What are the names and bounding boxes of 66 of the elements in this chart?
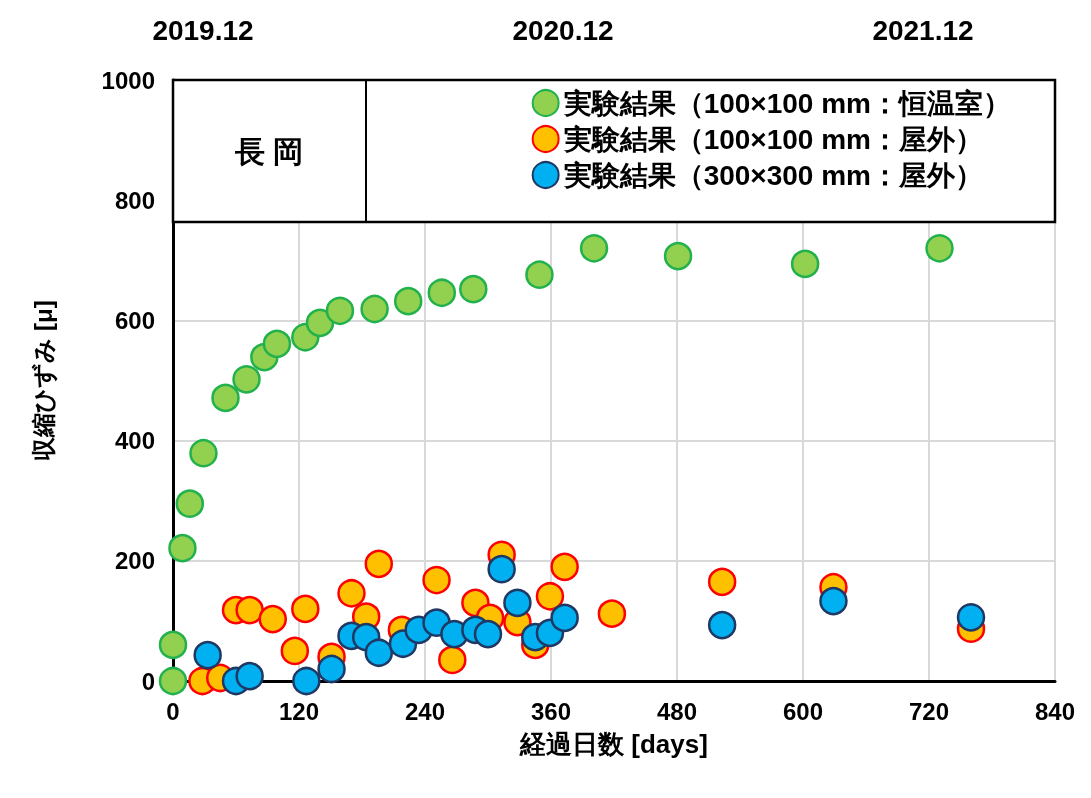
point <box>291 594 320 624</box>
y-axis-title: 収縮ひずみ [μ] <box>29 300 58 461</box>
point <box>211 383 240 413</box>
y-tick-label: 0 <box>141 667 155 695</box>
x-tick-label: 0 <box>166 697 180 725</box>
point <box>579 234 609 263</box>
point <box>550 603 579 633</box>
point <box>550 552 579 582</box>
y-tick-label: 1000 <box>101 66 155 94</box>
legend-label: 実験結果（100×100 mm：恒温室） <box>562 87 1011 119</box>
point <box>956 603 986 632</box>
point <box>364 549 394 579</box>
x-tick-label: 360 <box>530 697 572 725</box>
legend-label: 実験結果（300×300 mm：屋外） <box>562 159 983 191</box>
point <box>158 630 188 660</box>
point <box>473 619 503 649</box>
point <box>158 666 188 696</box>
point <box>292 666 321 696</box>
point <box>525 260 554 289</box>
point <box>168 533 197 563</box>
x-tick-label: 840 <box>1034 697 1076 725</box>
y-tick-label: 600 <box>114 306 155 334</box>
y-tick-label: 200 <box>114 547 155 575</box>
point <box>325 296 355 326</box>
point <box>819 586 848 616</box>
point <box>535 582 565 611</box>
point <box>258 604 287 634</box>
point <box>360 294 389 324</box>
point <box>280 636 310 666</box>
point <box>459 274 488 304</box>
x-tick-label: 120 <box>278 697 320 725</box>
point <box>364 638 394 667</box>
x-tick-label: 480 <box>656 697 698 725</box>
text: 2019.12 <box>152 14 254 46</box>
point <box>189 438 218 468</box>
point <box>597 599 627 628</box>
point <box>393 286 423 316</box>
point <box>262 329 292 359</box>
point <box>175 489 205 518</box>
x-axis-title: 経過日数 [days] <box>519 729 708 759</box>
text: 2020.12 <box>512 14 614 46</box>
point <box>235 595 264 625</box>
point <box>337 579 366 608</box>
point <box>438 645 467 675</box>
point <box>790 249 820 279</box>
point <box>235 661 264 691</box>
y-tick-label: 400 <box>114 427 155 455</box>
x-tick-label: 240 <box>404 697 446 725</box>
text: 2021.12 <box>872 14 974 46</box>
point <box>707 610 737 640</box>
x-tick-label: 720 <box>908 697 950 725</box>
point <box>663 241 693 271</box>
point <box>422 565 451 595</box>
point <box>232 365 261 394</box>
point <box>503 588 532 618</box>
point <box>707 567 737 597</box>
point <box>305 308 335 338</box>
point <box>193 640 222 670</box>
point <box>925 234 954 263</box>
y-tick-label: 800 <box>114 186 155 214</box>
point <box>487 554 516 584</box>
annotation: 長 岡 <box>233 134 304 168</box>
point <box>427 278 457 307</box>
point <box>317 654 346 684</box>
x-tick-label: 600 <box>782 697 824 725</box>
legend-label: 実験結果（100×100 mm：屋外） <box>562 123 983 155</box>
